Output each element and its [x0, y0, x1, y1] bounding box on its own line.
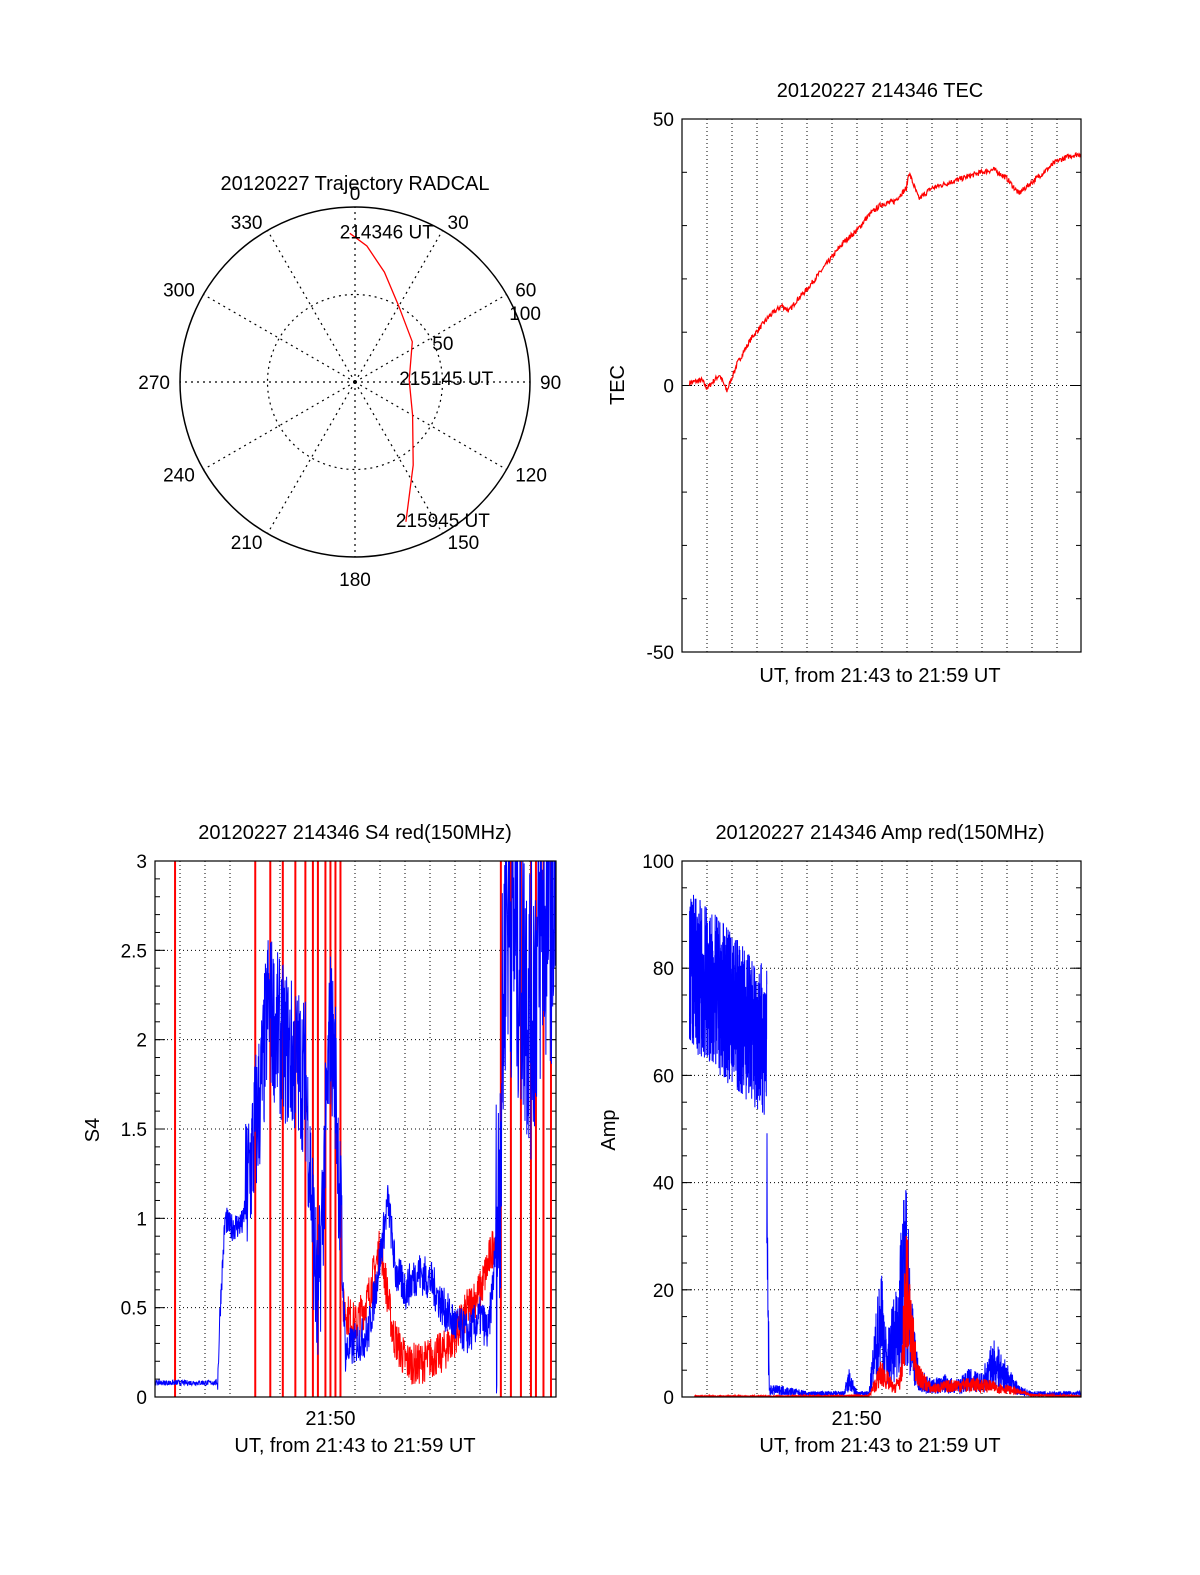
polar-grid-spoke: [354, 230, 444, 383]
amp-panel: 20120227 214346 Amp red(150MHz) 0 20 40 60 8…: [598, 822, 1082, 1457]
polar-grid-spoke: [354, 381, 507, 471]
polar-trajectory-line: [349, 232, 414, 522]
polar-angle-label: 240: [163, 466, 195, 487]
polar-time-annotation: 215945 UT: [396, 511, 490, 532]
polar-grid-spoke: [203, 381, 356, 471]
y-tick-label: 20: [653, 1281, 674, 1302]
polar-angle-label: 330: [231, 213, 263, 234]
y-tick-label: -50: [647, 643, 674, 664]
amp-title: 20120227 214346 Amp red(150MHz): [715, 822, 1044, 844]
y-tick-label: 3: [136, 852, 147, 873]
amp-blue-series-line: [766, 1133, 1081, 1397]
plot-data-layer: [689, 894, 1081, 1397]
plot-data-layer: [688, 152, 1081, 393]
x-tick-label: 21:50: [305, 1408, 355, 1430]
x-tick-label: 21:50: [832, 1408, 882, 1430]
tec-panel: 20120227 214346 TEC 50 0 -50 UT, from 21:4…: [607, 80, 1082, 687]
polar-angle-label: 0: [350, 184, 361, 205]
y-tick-label: 0: [663, 1388, 674, 1409]
polar-angle-label: 30: [448, 213, 469, 234]
tec-series-line: [688, 152, 1081, 393]
polar-title: 20120227 Trajectory RADCAL: [220, 173, 489, 195]
trajectory-polar-panel: 20120227 Trajectory RADCAL 0 30 60 90 120 150…: [138, 173, 561, 591]
tec-plot-area: 50 0 -50: [647, 110, 1082, 664]
y-tick-label: 80: [653, 959, 674, 980]
polar-grid-spoke: [203, 293, 356, 383]
polar-outer-circle: [179, 206, 531, 558]
tec-ylabel: TEC: [607, 365, 629, 405]
polar-angle-label: 270: [138, 373, 170, 394]
y-tick-label: 0.5: [121, 1299, 147, 1320]
polar-grid-spoke: [266, 381, 356, 534]
amp-red-series-line: [694, 1235, 1081, 1397]
polar-angle-label: 150: [448, 533, 480, 554]
polar-angle-label: 90: [540, 373, 561, 394]
y-tick-label: 1.5: [121, 1120, 147, 1141]
polar-grid-circle: [266, 293, 444, 471]
y-tick-label: 0: [663, 377, 674, 398]
y-tick-label: 2.5: [121, 941, 147, 962]
y-tick-label: 40: [653, 1174, 674, 1195]
y-tick-label: 50: [653, 110, 674, 131]
polar-angle-label: 120: [515, 466, 547, 487]
polar-angle-label: 60: [515, 281, 536, 302]
s4-title: 20120227 214346 S4 red(150MHz): [198, 822, 512, 844]
tec-title: 20120227 214346 TEC: [777, 80, 983, 102]
polar-time-annotation: 215145 UT: [399, 369, 493, 390]
polar-angle-labels: 0 30 60 90 120 150 180 210 240 270 300 330: [138, 184, 561, 591]
y-tick-label: 100: [642, 852, 674, 873]
s4-red-series-line: [342, 1230, 496, 1385]
polar-annotations: 214346 UT 215145 UT 215945 UT: [340, 222, 494, 531]
amp-plot-area: 0 20 40 60 80 100 21:50: [642, 852, 1082, 1430]
s4-xlabel: UT, from 21:43 to 21:59 UT: [234, 1435, 475, 1457]
polar-grid-spoke: [354, 293, 507, 383]
y-tick-label: 0: [136, 1388, 147, 1409]
s4-panel: 20120227 214346 S4 red(150MHz) 0 0.5 1 1.5 2…: [82, 822, 557, 1457]
plot-data-layer: [155, 861, 556, 1397]
y-tick-label: 60: [653, 1066, 674, 1087]
s4-blue-series-line: [155, 861, 556, 1394]
plot-frame: [681, 860, 1082, 1398]
y-tick-label: 2: [136, 1031, 147, 1052]
s4-plot-area: 0 0.5 1 1.5 2 2.5 3 21:50: [121, 852, 557, 1430]
polar-grid-spoke: [354, 381, 444, 534]
polar-trajectory: [349, 232, 414, 522]
polar-radius-label: 50: [432, 334, 453, 355]
tec-xlabel: UT, from 21:43 to 21:59 UT: [759, 665, 1000, 687]
polar-angle-label: 300: [163, 281, 195, 302]
s4-ylabel: S4: [82, 1118, 104, 1142]
amp-blue-band: [689, 894, 768, 1115]
polar-angle-label: 180: [339, 570, 371, 591]
polar-radius-labels: 50 100: [432, 304, 541, 355]
polar-grid: [180, 207, 530, 557]
polar-grid-spoke: [266, 230, 356, 383]
polar-angle-label: 210: [231, 533, 263, 554]
plot-frame: [154, 860, 557, 1398]
plot-frame: [681, 118, 1082, 653]
amp-xlabel: UT, from 21:43 to 21:59 UT: [759, 1435, 1000, 1457]
polar-time-annotation: 214346 UT: [340, 222, 434, 243]
amp-ylabel: Amp: [598, 1109, 620, 1150]
y-tick-label: 1: [136, 1209, 147, 1230]
polar-radius-label: 100: [509, 304, 541, 325]
